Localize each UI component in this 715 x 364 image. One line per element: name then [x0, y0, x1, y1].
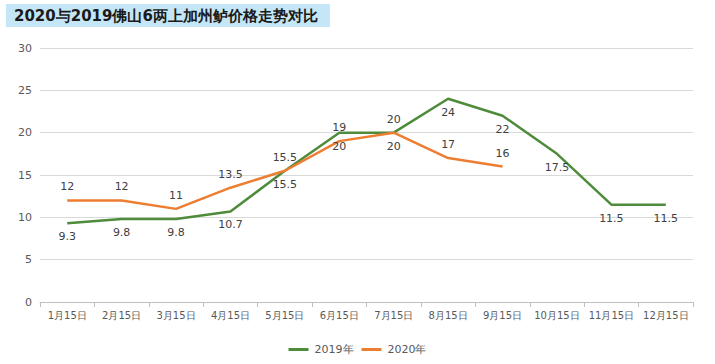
svg-text:0: 0 [25, 296, 32, 309]
svg-text:20: 20 [18, 126, 32, 139]
svg-text:15: 15 [18, 169, 32, 182]
svg-text:9.3: 9.3 [58, 230, 76, 243]
svg-text:2019年: 2019年 [315, 343, 354, 356]
svg-text:1月15日: 1月15日 [48, 310, 87, 321]
svg-text:2020年: 2020年 [388, 343, 427, 356]
svg-text:9.8: 9.8 [167, 226, 185, 239]
svg-text:7月15日: 7月15日 [374, 310, 413, 321]
svg-text:15.5: 15.5 [273, 178, 298, 191]
svg-text:11月15日: 11月15日 [589, 310, 634, 321]
svg-text:19: 19 [332, 121, 346, 134]
svg-text:5月15日: 5月15日 [265, 310, 304, 321]
svg-text:20: 20 [387, 140, 401, 153]
svg-text:9月15日: 9月15日 [483, 310, 522, 321]
svg-text:12月15日: 12月15日 [643, 310, 688, 321]
svg-text:15.5: 15.5 [273, 151, 298, 164]
svg-text:12: 12 [60, 180, 74, 193]
svg-text:10: 10 [18, 211, 32, 224]
svg-text:30: 30 [18, 42, 32, 55]
svg-text:2020与2019佛山6两上加州鲈价格走势对比: 2020与2019佛山6两上加州鲈价格走势对比 [14, 7, 318, 25]
svg-text:3月15日: 3月15日 [156, 310, 195, 321]
svg-text:6月15日: 6月15日 [320, 310, 359, 321]
svg-text:25: 25 [18, 84, 32, 97]
svg-text:10月15日: 10月15日 [534, 310, 579, 321]
svg-text:11: 11 [169, 189, 183, 202]
svg-text:13.5: 13.5 [218, 168, 243, 181]
svg-text:17: 17 [441, 138, 455, 151]
svg-text:2月15日: 2月15日 [102, 310, 141, 321]
svg-text:11.5: 11.5 [654, 212, 679, 225]
svg-text:10.7: 10.7 [218, 218, 243, 231]
svg-text:17.5: 17.5 [545, 161, 570, 174]
svg-text:12: 12 [115, 180, 129, 193]
svg-text:24: 24 [441, 106, 455, 119]
svg-text:8月15日: 8月15日 [429, 310, 468, 321]
svg-text:20: 20 [387, 113, 401, 126]
svg-text:20: 20 [332, 140, 346, 153]
svg-text:16: 16 [496, 147, 510, 160]
svg-text:9.8: 9.8 [113, 226, 131, 239]
svg-text:11.5: 11.5 [599, 212, 624, 225]
svg-text:22: 22 [496, 123, 510, 136]
svg-text:4月15日: 4月15日 [211, 310, 250, 321]
svg-text:5: 5 [25, 253, 32, 266]
